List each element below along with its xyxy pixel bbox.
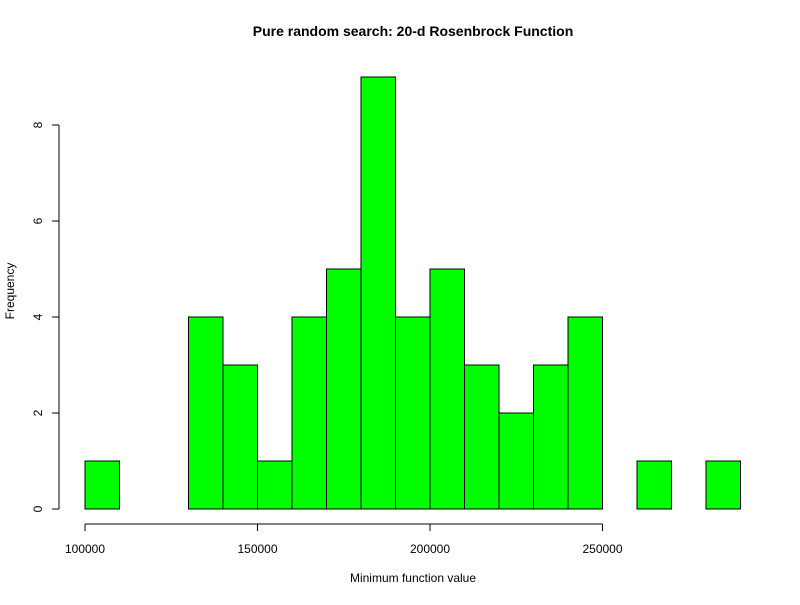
histogram-bar-5 xyxy=(257,460,293,510)
x-axis-label: Minimum function value xyxy=(350,571,476,585)
x-axis: 100000 150000 200000 250000 xyxy=(65,523,623,556)
bars-group xyxy=(84,76,741,510)
histogram-bar-10 xyxy=(429,268,465,510)
histogram-bar-16 xyxy=(636,460,672,510)
histogram-bar-8 xyxy=(360,76,396,510)
histogram-bar-3 xyxy=(188,316,224,510)
y-tick-label: 6 xyxy=(31,217,45,224)
x-tick-label: 150000 xyxy=(237,542,277,556)
histogram-bar-14 xyxy=(567,316,603,510)
histogram-bar-13 xyxy=(533,364,569,510)
histogram-bar-18 xyxy=(705,460,741,510)
x-tick-label: 250000 xyxy=(582,542,622,556)
x-tick-label: 200000 xyxy=(410,542,450,556)
y-tick-label: 4 xyxy=(31,313,45,320)
y-axis-label: Frequency xyxy=(3,263,17,320)
y-tick-label: 0 xyxy=(31,505,45,512)
y-axis: 0 2 4 6 8 xyxy=(31,121,60,512)
y-tick-label: 8 xyxy=(31,121,45,128)
histogram-bar-4 xyxy=(222,364,258,510)
x-tick-label: 100000 xyxy=(65,542,105,556)
y-tick-label: 2 xyxy=(31,409,45,416)
histogram-bar-11 xyxy=(464,364,500,510)
histogram-bar-9 xyxy=(395,316,431,510)
chart-title: Pure random search: 20-d Rosenbrock Func… xyxy=(253,23,574,39)
histogram-bar-7 xyxy=(326,268,362,510)
histogram-bar-0 xyxy=(84,460,120,510)
histogram-bar-6 xyxy=(291,316,327,510)
histogram-bar-12 xyxy=(498,412,534,510)
